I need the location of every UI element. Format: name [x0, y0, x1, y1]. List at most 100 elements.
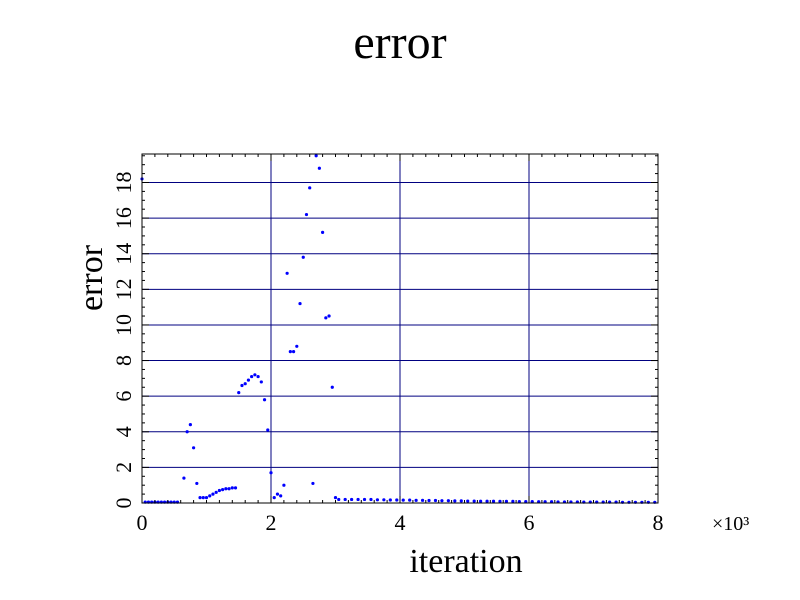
data-point	[288, 350, 292, 354]
data-point	[240, 383, 244, 388]
data-point	[182, 476, 186, 480]
y-tick-label: 18	[111, 171, 136, 193]
data-point	[440, 499, 444, 503]
data-point	[414, 498, 418, 502]
data-point	[201, 496, 205, 500]
data-point	[466, 499, 470, 503]
chart-title: error	[353, 16, 446, 69]
y-tick-labels: 0 2 4 6 8 10 12 14 16 18	[111, 171, 136, 508]
data-point	[204, 496, 209, 500]
data-point	[530, 499, 534, 504]
data-point	[453, 499, 457, 503]
data-point	[195, 481, 199, 486]
data-point	[253, 373, 257, 377]
y-tick-label: 6	[111, 391, 136, 402]
y-tick-label: 4	[111, 426, 136, 437]
y-tick-label: 0	[111, 498, 136, 509]
data-point	[479, 499, 483, 503]
grid-lines	[142, 154, 658, 503]
data-point	[275, 492, 280, 496]
data-point	[327, 314, 331, 318]
data-point	[298, 301, 302, 306]
data-point	[517, 499, 521, 504]
data-point	[446, 499, 450, 503]
data-point	[427, 498, 431, 503]
data-point	[524, 499, 528, 504]
data-point	[237, 391, 241, 395]
data-point	[324, 316, 328, 320]
data-point	[282, 483, 286, 487]
x-tick-label: 8	[653, 510, 664, 535]
data-point	[420, 498, 425, 502]
data-point	[356, 497, 360, 502]
data-point	[259, 380, 263, 384]
data-point	[337, 497, 341, 502]
data-point	[369, 497, 373, 502]
data-point	[362, 497, 367, 502]
y-tick-label: 2	[111, 462, 136, 473]
y-tick-label: 8	[111, 355, 136, 366]
data-point	[388, 498, 392, 502]
data-point	[221, 488, 225, 492]
data-point	[314, 154, 318, 158]
data-point	[308, 186, 312, 190]
data-point	[395, 498, 399, 502]
data-point	[350, 497, 354, 502]
data-point	[472, 499, 476, 503]
data-point	[208, 494, 212, 498]
x-axis-label: iteration	[409, 543, 522, 580]
data-point	[485, 499, 489, 503]
x-tick-label: 4	[395, 510, 406, 535]
data-point	[433, 498, 438, 503]
y-tick-label: 12	[111, 278, 136, 300]
data-point	[269, 471, 273, 475]
data-point	[498, 499, 502, 503]
y-tick-label: 16	[111, 207, 136, 229]
data-point	[217, 488, 221, 493]
data-point	[311, 481, 315, 486]
data-point	[224, 487, 228, 491]
data-point	[291, 350, 296, 354]
data-point	[343, 497, 347, 502]
data-point	[214, 490, 218, 494]
data-point	[192, 446, 196, 450]
x-tick-label: 0	[137, 510, 148, 535]
data-point	[211, 492, 215, 496]
data-point	[491, 499, 496, 503]
y-tick-label: 10	[111, 314, 136, 336]
data-point	[227, 487, 231, 491]
data-point	[285, 271, 289, 275]
data-point	[375, 498, 380, 502]
data-point	[188, 423, 192, 427]
data-point	[330, 385, 334, 389]
data-point	[333, 496, 338, 500]
data-point	[295, 344, 299, 348]
data-point	[262, 398, 267, 402]
data-point	[256, 374, 260, 379]
data-point	[511, 499, 515, 503]
data-point	[230, 486, 234, 490]
x-tick-label: 6	[524, 510, 535, 535]
data-point	[246, 378, 251, 382]
x-tick-labels: 0 2 4 6 8	[137, 510, 664, 535]
x-tick-label: 2	[266, 510, 277, 535]
y-axis-label: error	[73, 244, 110, 311]
y-tick-label: 14	[111, 243, 136, 265]
minor-ticks	[141, 154, 659, 504]
data-point	[301, 255, 305, 259]
data-point	[408, 498, 412, 502]
data-point	[266, 428, 270, 432]
data-point	[382, 498, 386, 502]
x-axis-multiplier: ×10³	[712, 513, 749, 535]
data-points	[140, 154, 657, 504]
data-point	[243, 382, 247, 386]
data-point	[504, 499, 509, 503]
data-point	[233, 486, 238, 490]
data-point	[279, 494, 283, 498]
data-point	[401, 498, 405, 502]
data-point	[459, 499, 463, 503]
data-point	[304, 212, 309, 217]
data-point	[272, 496, 276, 500]
data-point	[185, 430, 189, 434]
